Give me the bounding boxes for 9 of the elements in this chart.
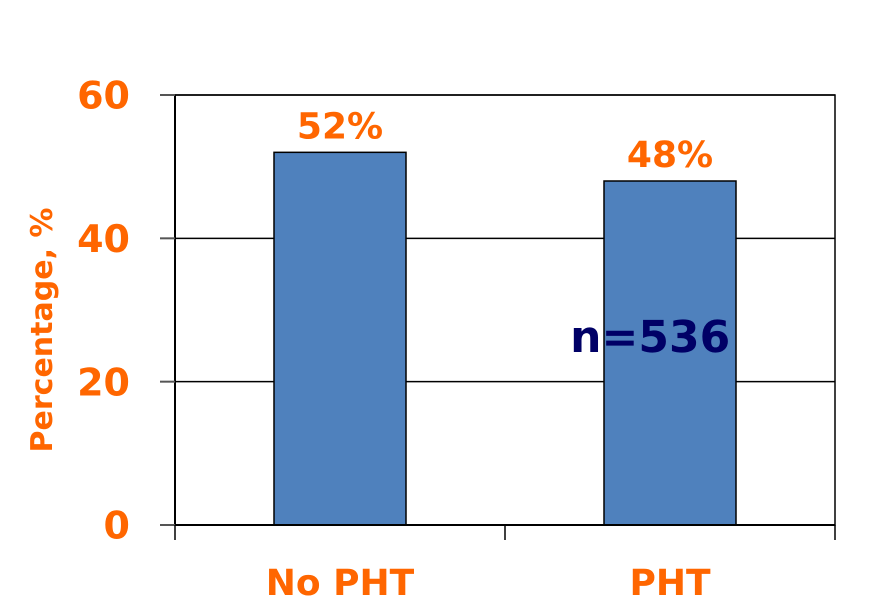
x-tick-label: No PHT	[266, 562, 415, 604]
y-tick-label: 0	[104, 504, 130, 548]
data-label: 48%	[626, 135, 714, 176]
data-label: 52%	[296, 106, 384, 148]
y-tick-label: 40	[77, 217, 130, 262]
y-tick-label: 60	[77, 74, 130, 118]
x-tick-label: PHT	[629, 562, 711, 604]
y-axis-title: Percentage, %	[25, 208, 60, 452]
y-tick-label: 20	[77, 360, 130, 404]
